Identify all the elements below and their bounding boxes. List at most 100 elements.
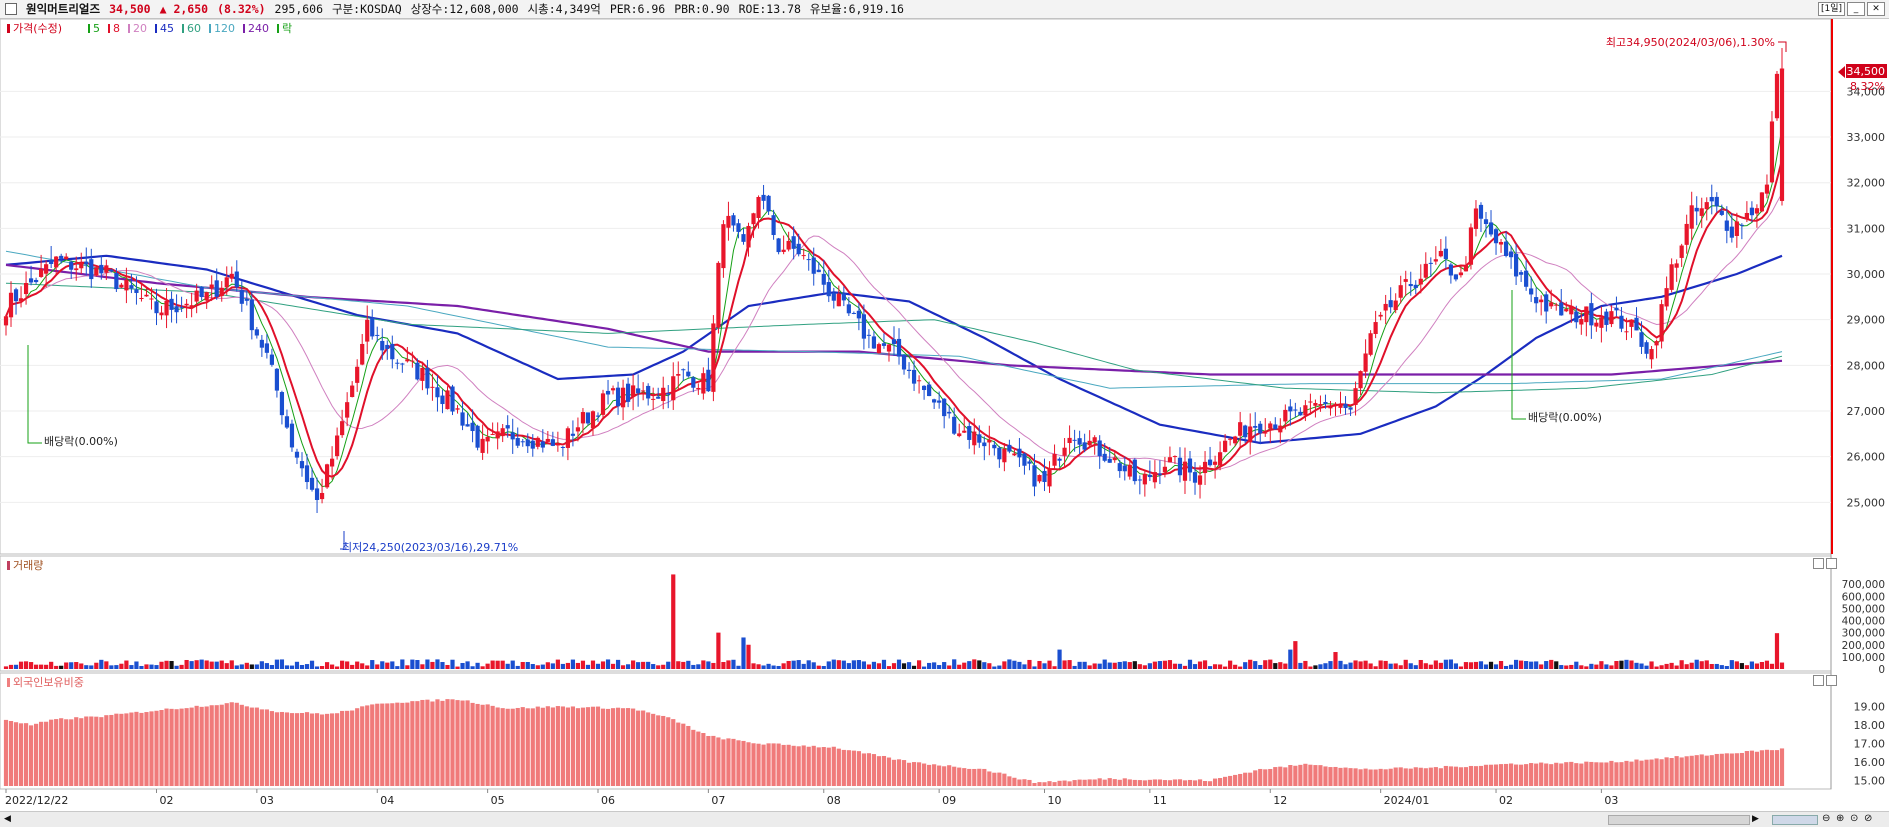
foreign-ratio-bar: [896, 759, 902, 786]
foreign-ratio-bar: [1112, 779, 1117, 786]
volume-bar: [23, 661, 29, 669]
foreign-ratio-bar: [345, 710, 350, 786]
candle-body: [1524, 270, 1529, 287]
candle-body: [791, 236, 796, 249]
volume-bar: [13, 664, 19, 669]
candle-body: [1087, 440, 1092, 446]
candle-body: [350, 385, 355, 398]
foreign-ratio-bar: [1524, 764, 1529, 786]
foreign-ratio-bar: [550, 707, 555, 786]
volume-panel-controls[interactable]: [1813, 558, 1837, 569]
foreign-ratio-bar: [1097, 778, 1102, 786]
foreign-ratio-bar: [1228, 775, 1233, 786]
volume-bar: [826, 661, 831, 669]
volume-bar: [841, 660, 846, 669]
foreign-ratio-bar: [1102, 779, 1107, 786]
zoom-out-icon[interactable]: ⊖: [1822, 813, 1831, 824]
price-panel-frame: [0, 18, 1832, 555]
foreign-ratio-bar: [987, 771, 992, 786]
volume-tick-label: 700,000: [1842, 579, 1885, 591]
close-icon[interactable]: ✕: [1867, 2, 1885, 16]
scroll-left-icon[interactable]: ◀: [4, 814, 11, 824]
volume-bar: [1714, 663, 1719, 669]
zoom-fit-icon[interactable]: ⊘: [1864, 813, 1873, 824]
volume-legend[interactable]: 거래량: [7, 559, 43, 572]
volume-bar: [1468, 662, 1474, 669]
candle-body: [435, 387, 440, 398]
panel-close-icon[interactable]: [1826, 675, 1837, 686]
volume-bar: [309, 660, 315, 669]
candle-body: [1669, 264, 1674, 290]
candle-body: [274, 368, 280, 391]
candle-body: [651, 398, 656, 400]
foreign-ratio-bar: [139, 712, 144, 786]
volume-bar: [375, 664, 380, 669]
volume-bar: [1498, 660, 1504, 669]
volume-bar: [1433, 660, 1438, 669]
scroll-right-icon[interactable]: ▶: [1752, 814, 1759, 824]
foreign-ratio-bar: [284, 712, 290, 786]
zoom-slider[interactable]: [1772, 815, 1818, 825]
foreign-ratio-bar: [796, 746, 801, 786]
zoom-in-icon[interactable]: ⊕: [1836, 813, 1845, 824]
panel-minimize-icon[interactable]: [1813, 558, 1824, 569]
candle-body: [104, 265, 109, 273]
candle-body: [420, 367, 425, 381]
x-tick-label: 09: [942, 794, 956, 807]
pbr-value: PBR:0.90: [674, 2, 730, 16]
select-checkbox[interactable]: [5, 3, 17, 15]
foreign-ratio-bar: [716, 737, 721, 786]
volume-bar: [530, 664, 535, 669]
foreign-ratio-bar: [671, 719, 676, 786]
candle-body: [1719, 210, 1724, 215]
foreign-panel-controls[interactable]: [1813, 675, 1837, 686]
zoom-reset-icon[interactable]: ⊙: [1850, 813, 1859, 824]
candle-body: [1022, 453, 1027, 466]
horizontal-scrollbar[interactable]: ◀ ▶ ⊖ ⊕ ⊙ ⊘: [0, 811, 1889, 827]
price-legend[interactable]: 가격(수정) 5 8 20 45 60 120 240 락: [7, 22, 292, 35]
foreign-ratio-bar: [646, 712, 651, 786]
candle-body: [636, 388, 641, 394]
candle-body: [465, 424, 470, 427]
candle-body: [390, 343, 395, 360]
candle-body: [1338, 404, 1343, 408]
foreign-ratio-bar: [104, 715, 109, 786]
volume-bar: [1152, 661, 1157, 669]
panel-close-icon[interactable]: [1826, 558, 1837, 569]
foreign-ratio-bar: [239, 704, 244, 786]
candle-body: [641, 390, 646, 392]
candle-body: [1383, 303, 1388, 311]
foreign-ratio-bar: [485, 704, 490, 786]
foreign-ratio-bar: [445, 699, 450, 786]
candle-body: [1373, 322, 1378, 334]
candle-body: [64, 256, 69, 260]
volume-bar: [279, 659, 285, 669]
foreign-ratio-bar: [615, 707, 621, 786]
candle-body: [405, 359, 410, 362]
volume-bar: [44, 664, 49, 669]
scroll-thumb[interactable]: [1608, 815, 1750, 825]
candle-body: [13, 289, 19, 302]
volume-bar: [244, 662, 249, 669]
foreign-ratio-bar: [49, 719, 54, 786]
candle-body: [1774, 73, 1780, 119]
panel-minimize-icon[interactable]: [1813, 675, 1824, 686]
foreign-ratio-bar: [1363, 768, 1368, 786]
foreign-ratio-bar: [370, 704, 375, 786]
foreign-legend[interactable]: 외국인보유비중: [7, 676, 84, 689]
volume-bar: [916, 660, 922, 669]
foreign-ratio-bar: [1423, 768, 1428, 786]
volume-bar: [585, 664, 591, 669]
foreign-ratio-bar: [891, 759, 897, 786]
period-button[interactable]: [1일]: [1817, 2, 1845, 16]
candle-body: [831, 293, 836, 301]
minimize-icon[interactable]: _: [1847, 2, 1865, 16]
foreign-ratio-bar: [204, 706, 209, 786]
foreign-ratio-bar: [886, 757, 892, 786]
stock-name[interactable]: 원익머트리얼즈: [26, 2, 101, 16]
foreign-ratio-bar: [1212, 778, 1218, 786]
volume-bar: [962, 662, 967, 669]
candle-body: [806, 259, 811, 261]
volume-bar: [1012, 660, 1017, 669]
